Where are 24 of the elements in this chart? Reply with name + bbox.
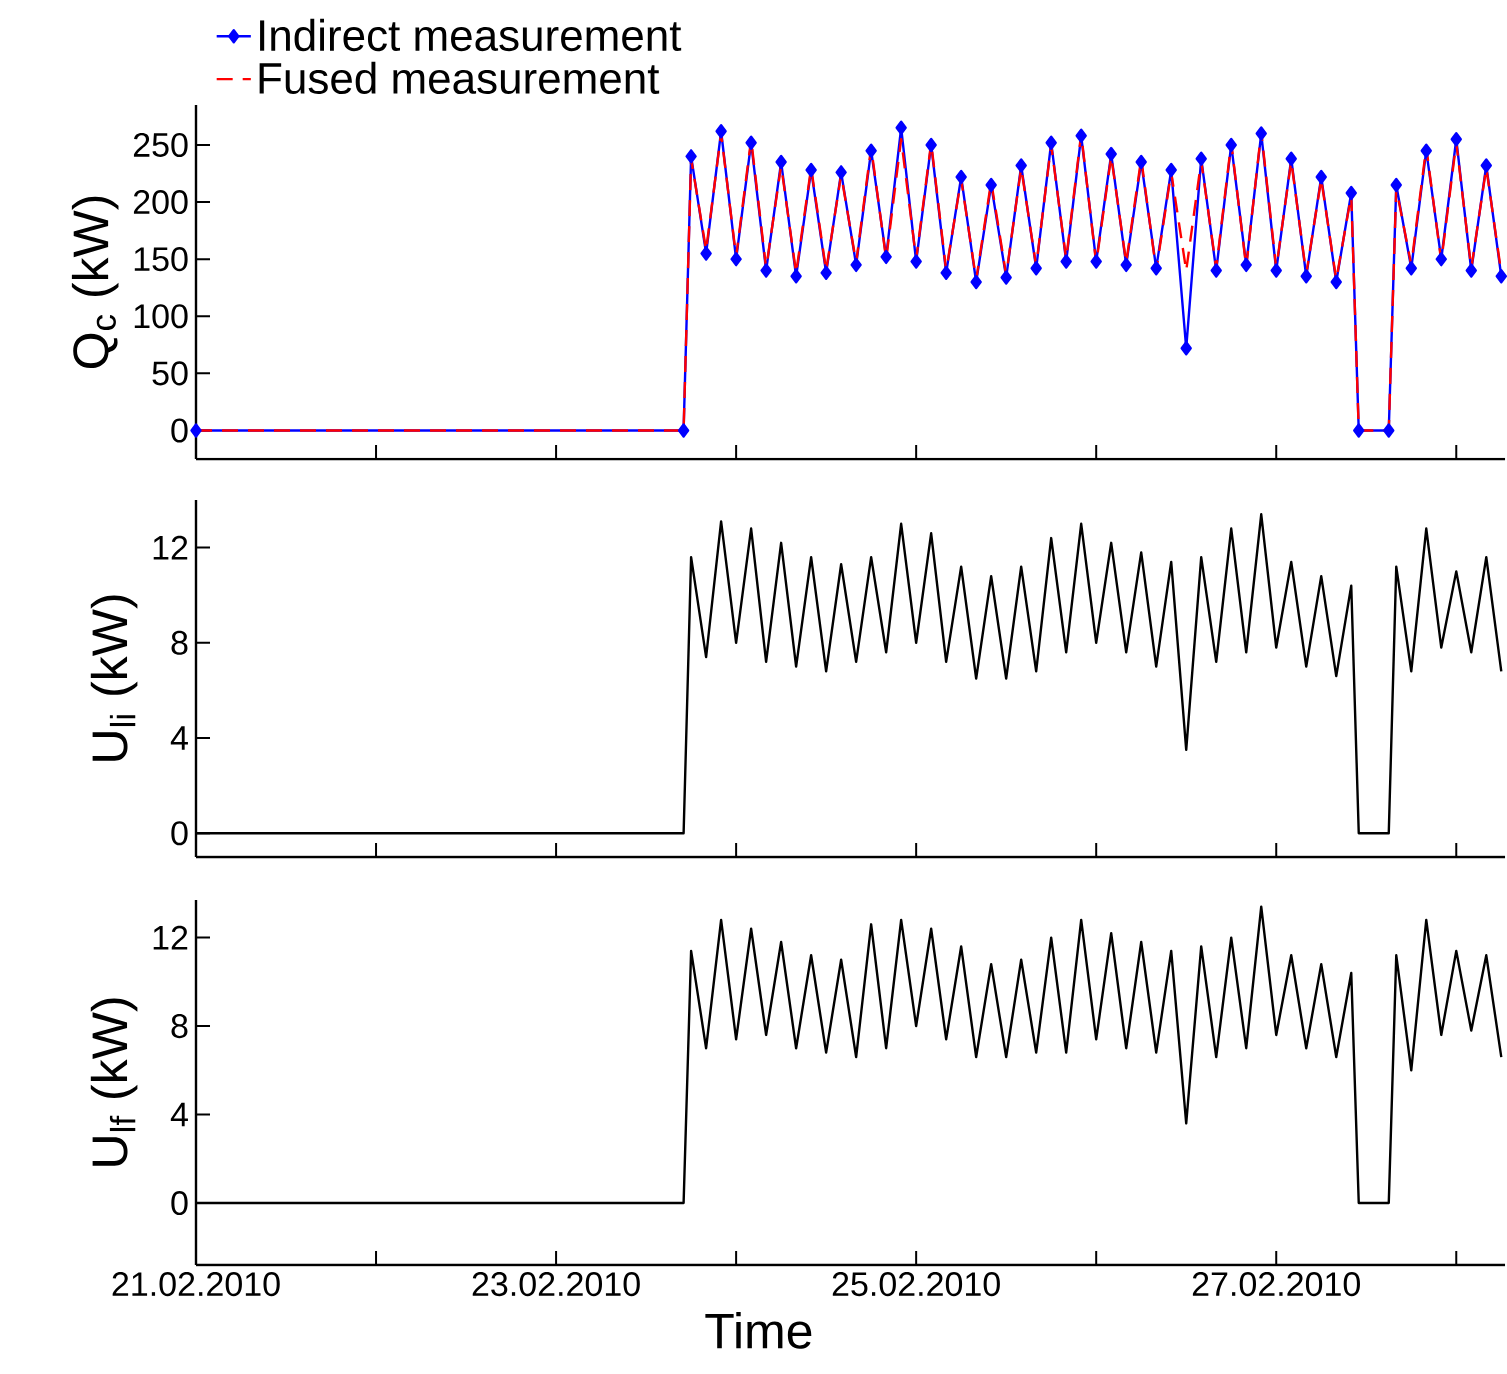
x-tick-label: 25.02.2010: [832, 1272, 1000, 1297]
y-tick-label: 12: [153, 925, 188, 950]
x-tick-label: 27.02.2010: [1192, 1272, 1360, 1297]
y-axis-title: Q$_{c}$ (kW): [71, 196, 119, 369]
y-tick-label: 0: [171, 418, 188, 443]
y-axis-title: U$_{li}$ (kW): [90, 595, 138, 761]
y-tick-label: 8: [171, 630, 188, 655]
legend-label: Indirect measurement: [260, 18, 682, 52]
x-axis-title: Time: [705, 1312, 812, 1349]
y-tick-label: 12: [153, 535, 188, 560]
y-tick-label: 0: [171, 821, 188, 846]
x-tick-label: 21.02.2010: [112, 1272, 280, 1297]
y-tick-label: 0: [171, 1191, 188, 1216]
legend-label: Fused measurement: [259, 61, 660, 95]
y-tick-label: 250: [133, 132, 188, 158]
y-tick-label: 200: [133, 190, 188, 215]
y-tick-label: 100: [134, 304, 188, 329]
y-tick-label: 4: [170, 726, 188, 750]
x-tick-label: 23.02.2010: [472, 1272, 640, 1297]
y-tick-label: 50: [152, 361, 188, 386]
y-tick-label: 150: [134, 247, 188, 272]
y-tick-label: 4: [170, 1102, 188, 1127]
y-tick-label: 8: [171, 1014, 188, 1039]
y-axis-title: U$_{lf}$ (kW): [90, 998, 138, 1166]
